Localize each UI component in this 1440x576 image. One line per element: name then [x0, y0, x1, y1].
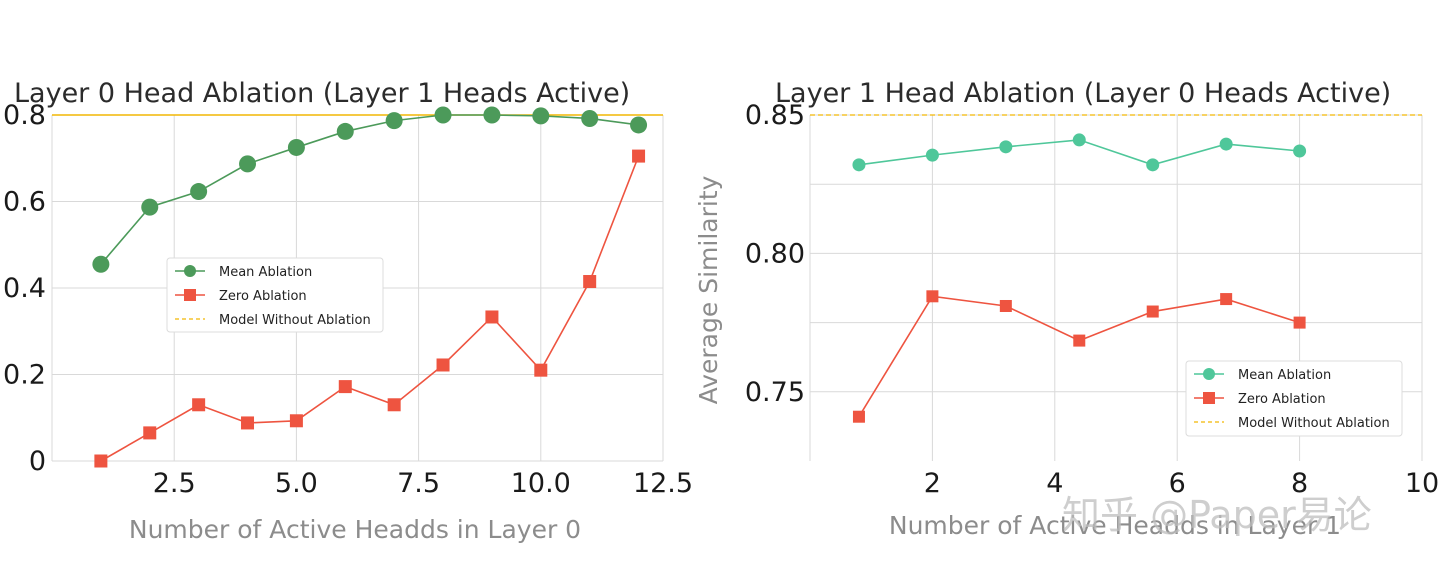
chart-title: Layer 1 Head Ablation (Layer 0 Heads Act…: [775, 78, 1391, 109]
x-tick-label: 10: [1405, 468, 1439, 499]
x-tick-label: 4: [1046, 468, 1063, 499]
data-point-zero-ablation: [632, 149, 646, 163]
data-point-mean-ablation: [1293, 144, 1307, 158]
data-point-zero-ablation: [1293, 316, 1306, 329]
data-point-zero-ablation: [289, 414, 303, 428]
data-point-zero-ablation: [338, 380, 352, 394]
legend-box: [166, 257, 384, 333]
data-point-zero-ablation: [485, 310, 499, 324]
chart-title: Layer 0 Head Ablation (Layer 1 Heads Act…: [14, 78, 630, 109]
x-tick-label: 6: [1169, 468, 1186, 499]
data-point-zero-ablation: [1073, 334, 1086, 347]
data-point-mean-ablation: [385, 112, 403, 130]
x-tick-label: 5.0: [275, 468, 318, 499]
y-tick-label: 0.4: [3, 273, 46, 304]
watermark-text: 知乎 @Paper易论: [1062, 493, 1372, 537]
data-point-mean-ablation: [1072, 133, 1086, 147]
data-point-zero-ablation: [387, 398, 401, 412]
data-point-zero-ablation: [192, 398, 206, 412]
data-point-mean-ablation: [483, 106, 501, 124]
legend-mean-marker: [1203, 368, 1215, 380]
legend-label-zero: Zero Ablation: [1238, 392, 1326, 407]
legend-label-mean: Mean Ablation: [219, 265, 312, 280]
data-point-mean-ablation: [1219, 137, 1233, 151]
data-point-mean-ablation: [852, 158, 866, 172]
data-point-zero-ablation: [999, 299, 1012, 312]
y-tick-label: 0.6: [3, 187, 46, 218]
y-tick-label: 0.2: [3, 360, 46, 391]
data-point-mean-ablation: [925, 148, 939, 162]
data-point-mean-ablation: [532, 107, 550, 125]
data-point-zero-ablation: [583, 275, 597, 289]
x-tick-label: 12.5: [633, 468, 693, 499]
data-point-mean-ablation: [239, 155, 257, 173]
data-point-zero-ablation: [926, 290, 939, 303]
data-point-mean-ablation: [581, 109, 599, 127]
y-axis-label: Average Similarity: [694, 175, 723, 404]
legend-label-baseline: Model Without Ablation: [1238, 416, 1390, 431]
data-point-mean-ablation: [630, 116, 648, 134]
data-point-zero-ablation: [1220, 293, 1233, 306]
series-line-mean-ablation: [100, 114, 639, 265]
data-point-zero-ablation: [143, 426, 157, 440]
data-point-mean-ablation: [1146, 158, 1160, 172]
y-tick-label: 0.85: [745, 100, 805, 131]
data-point-zero-ablation: [1146, 305, 1159, 318]
data-point-zero-ablation: [241, 416, 255, 430]
data-point-zero-ablation: [436, 358, 450, 372]
data-point-mean-ablation: [434, 106, 452, 124]
legend-label-mean: Mean Ablation: [1238, 368, 1331, 383]
x-tick-label: 8: [1291, 468, 1308, 499]
y-tick-label: 0.8: [3, 100, 46, 131]
data-point-mean-ablation: [287, 138, 305, 156]
data-point-zero-ablation: [534, 363, 548, 377]
series-line-zero-ablation: [100, 155, 640, 462]
x-tick-label: 2: [924, 468, 941, 499]
y-tick-label: 0: [29, 446, 46, 477]
x-tick-label: 7.5: [397, 468, 440, 499]
x-axis-label: Number of Active Headds in Layer 0: [129, 515, 581, 544]
data-point-mean-ablation: [190, 183, 208, 201]
legend-label-baseline: Model Without Ablation: [219, 313, 371, 328]
x-axis-label: Number of Active Headds in Layer 1: [889, 511, 1341, 540]
data-point-mean-ablation: [141, 198, 159, 216]
x-tick-label: 2.5: [153, 468, 196, 499]
x-tick-label: 10.0: [511, 468, 571, 499]
legend-zero-marker: [1203, 392, 1215, 404]
y-tick-label: 0.80: [745, 238, 805, 269]
data-point-mean-ablation: [999, 140, 1013, 154]
data-point-mean-ablation: [92, 255, 110, 273]
data-point-zero-ablation: [852, 410, 865, 423]
data-point-zero-ablation: [94, 454, 108, 468]
legend-mean-marker: [184, 265, 196, 277]
legend-label-zero: Zero Ablation: [219, 289, 307, 304]
data-point-mean-ablation: [336, 122, 354, 140]
legend-zero-marker: [184, 289, 196, 301]
legend-box: [1185, 360, 1403, 437]
y-tick-label: 0.75: [745, 377, 805, 408]
